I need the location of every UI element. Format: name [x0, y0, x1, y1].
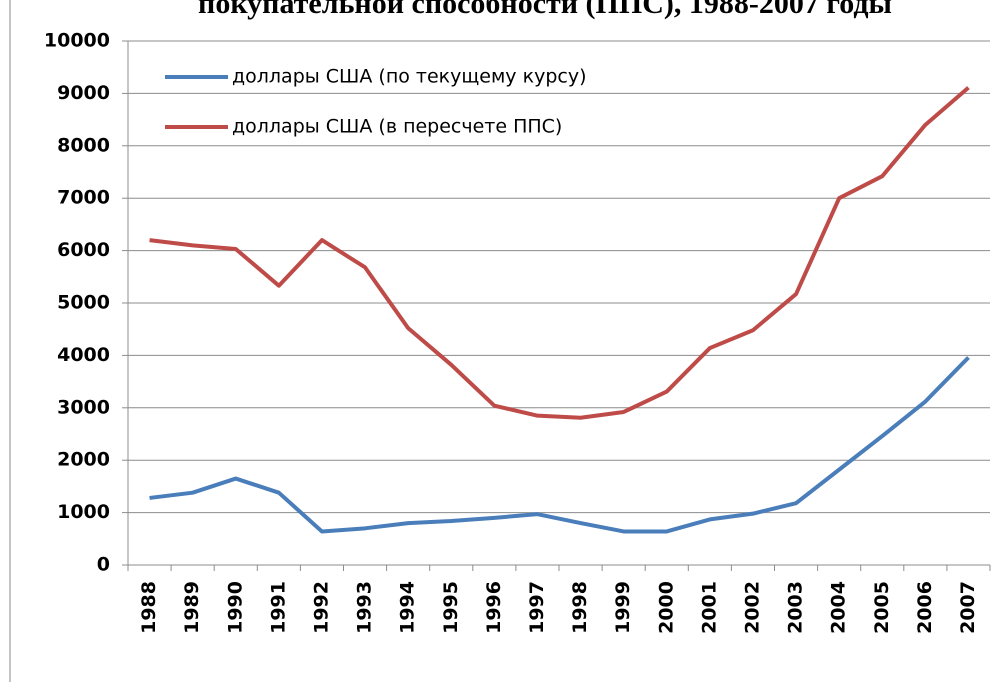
x-tick-label: 1991: [267, 581, 289, 634]
chart-title: покупательной способности (ППС), 1988-20…: [198, 0, 892, 20]
y-tick-label: 3000: [57, 396, 110, 418]
y-tick-label: 7000: [57, 187, 110, 209]
x-tick-label: 1992: [310, 581, 332, 634]
x-tick-label: 2007: [957, 581, 979, 634]
data-line: [149, 86, 970, 420]
x-tick-label: 1995: [440, 581, 462, 634]
y-tick-label: 8000: [57, 134, 110, 156]
y-tick-label: 10000: [44, 30, 110, 52]
data-line: [149, 356, 970, 534]
x-tick-label: 2002: [741, 581, 763, 634]
y-tick-label: 6000: [57, 239, 110, 261]
x-tick-label: 2001: [698, 581, 720, 634]
y-tick-label: 2000: [57, 449, 110, 471]
x-tick-label: 2005: [871, 581, 893, 634]
x-tick-label: 1997: [526, 581, 548, 634]
x-tick-label: 1990: [224, 581, 246, 634]
x-tick-label: 1988: [138, 581, 160, 634]
legend-label: доллары США (в пересчете ППС): [232, 116, 562, 138]
x-tick-label: 1996: [483, 581, 505, 634]
x-tick-label: 1993: [354, 581, 376, 634]
x-tick-label: 2003: [785, 581, 807, 634]
y-tick-label: 5000: [57, 292, 110, 314]
x-tick-label: 1989: [181, 581, 203, 634]
y-tick-label: 4000: [57, 344, 110, 366]
y-tick-label: 1000: [57, 501, 110, 523]
x-tick-label: 1999: [612, 581, 634, 634]
y-tick-label: 9000: [57, 82, 110, 104]
y-tick-label: 0: [97, 554, 110, 576]
x-tick-label: 1998: [569, 581, 591, 634]
x-tick-label: 2006: [914, 581, 936, 634]
x-tick-label: 1994: [397, 581, 419, 634]
x-tick-label: 2000: [655, 581, 677, 634]
x-tick-label: 2004: [828, 581, 850, 634]
legend-label: доллары США (по текущему курсу): [232, 66, 586, 88]
